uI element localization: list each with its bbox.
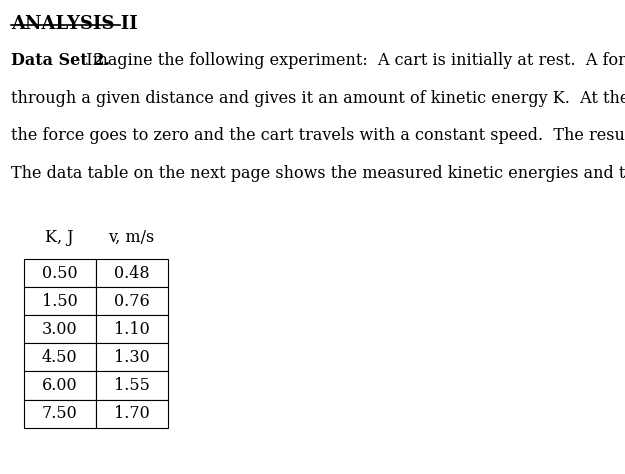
Bar bbox=[24, 400, 96, 428]
Bar bbox=[24, 287, 96, 315]
Text: 0.50: 0.50 bbox=[42, 264, 78, 282]
Text: 0.48: 0.48 bbox=[114, 264, 149, 282]
Text: 1.30: 1.30 bbox=[114, 349, 149, 366]
Bar bbox=[24, 372, 96, 400]
Bar bbox=[96, 315, 168, 343]
Bar bbox=[96, 343, 168, 372]
Text: 0.76: 0.76 bbox=[114, 293, 149, 310]
Bar bbox=[24, 315, 96, 343]
Text: 3.00: 3.00 bbox=[42, 321, 78, 338]
Text: 4.50: 4.50 bbox=[42, 349, 78, 366]
Text: the force goes to zero and the cart travels with a constant speed.  The resultin: the force goes to zero and the cart trav… bbox=[11, 127, 625, 144]
Text: through a given distance and gives it an amount of kinetic energy K.  At the end: through a given distance and gives it an… bbox=[11, 90, 625, 107]
Text: 1.70: 1.70 bbox=[114, 405, 149, 422]
Text: Data Set 2.: Data Set 2. bbox=[11, 52, 110, 69]
Text: K, J: K, J bbox=[46, 229, 74, 246]
Text: ANALYSIS II: ANALYSIS II bbox=[11, 15, 138, 33]
Text: 1.55: 1.55 bbox=[114, 377, 149, 394]
Bar bbox=[96, 400, 168, 428]
Bar bbox=[24, 259, 96, 287]
Text: 1.50: 1.50 bbox=[42, 293, 78, 310]
Text: 1.10: 1.10 bbox=[114, 321, 149, 338]
Bar bbox=[24, 343, 96, 372]
Text: 6.00: 6.00 bbox=[42, 377, 78, 394]
Text: v, m/s: v, m/s bbox=[109, 229, 155, 246]
Bar bbox=[96, 287, 168, 315]
Text: 7.50: 7.50 bbox=[42, 405, 78, 422]
Bar bbox=[96, 259, 168, 287]
Text: The data table on the next page shows the measured kinetic energies and the meas: The data table on the next page shows th… bbox=[11, 165, 625, 182]
Bar bbox=[96, 372, 168, 400]
Text: Imagine the following experiment:  A cart is initially at rest.  A force pulls t: Imagine the following experiment: A cart… bbox=[76, 52, 625, 69]
